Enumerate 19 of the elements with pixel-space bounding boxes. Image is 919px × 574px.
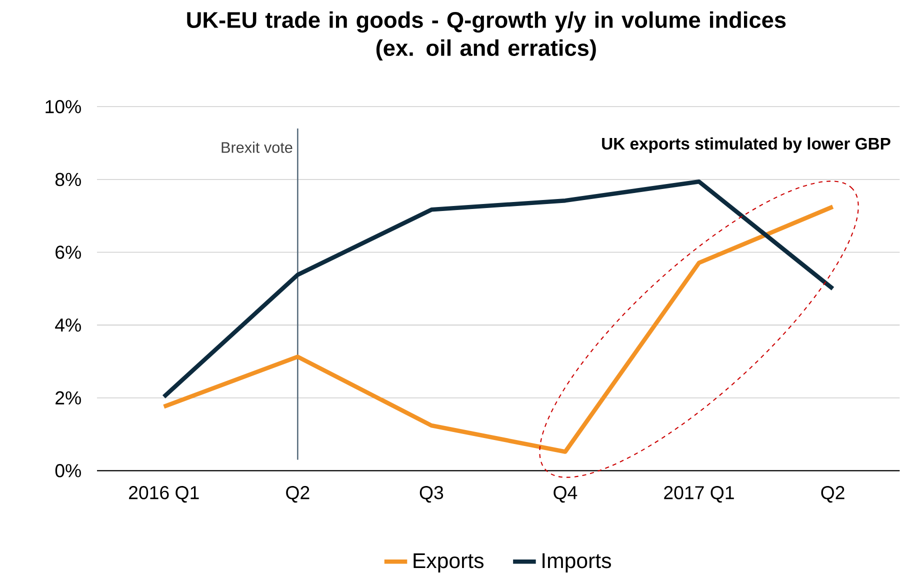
y-tick-label: 2% — [56, 391, 81, 404]
y-tick-label: 0% — [55, 464, 81, 478]
y-tick-label: 6% — [56, 246, 81, 259]
legend-label: Exports — [414, 553, 484, 572]
ref-line-label: Brexit vote — [222, 142, 292, 153]
y-tick-label: 10% — [46, 100, 81, 114]
line-series — [162, 180, 835, 399]
chart-title: UK-EU trade in goods - Q-growth y/y in volume indices (ex. oil and erratics) — [187, 11, 786, 60]
x-tick-label: 2016 Q1 — [129, 486, 199, 503]
annotation: UK exports stimulated by lower GBP — [602, 137, 890, 153]
legend-label: Imports — [542, 553, 611, 572]
x-tick-label: Q4 — [554, 486, 578, 503]
line-series — [162, 204, 835, 454]
x-tick-label: 2017 Q1 — [664, 486, 734, 503]
x-tick-label: Q2 — [286, 486, 310, 503]
y-tick-label: 4% — [55, 318, 81, 332]
y-tick-label: 8% — [55, 172, 81, 186]
x-tick-label: Q2 — [821, 486, 844, 503]
x-tick-label: Q3 — [420, 486, 444, 503]
